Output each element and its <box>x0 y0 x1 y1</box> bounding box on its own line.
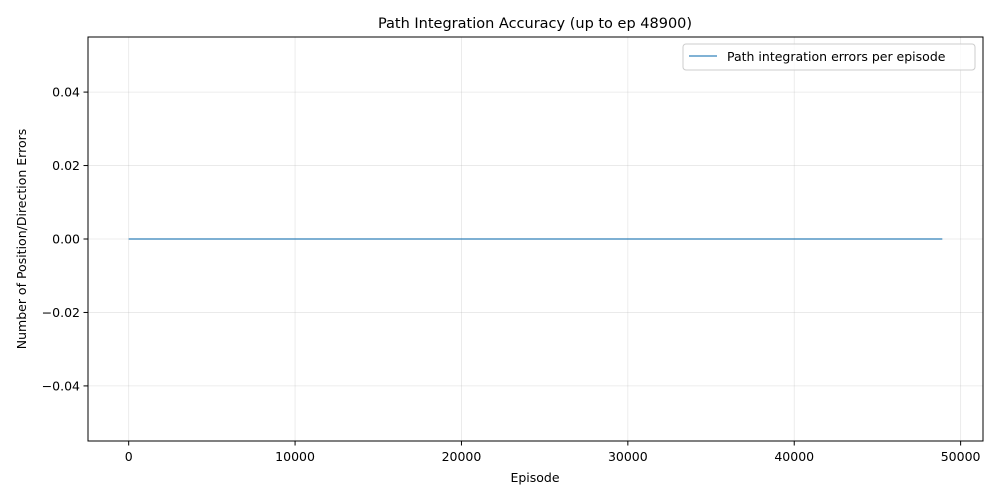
chart-title: Path Integration Accuracy (up to ep 4890… <box>378 16 692 32</box>
x-tick-label: 40000 <box>774 449 814 464</box>
x-tick-label: 20000 <box>442 449 482 464</box>
x-tick-label: 0 <box>125 449 133 464</box>
legend-box <box>682 43 976 71</box>
legend-label: Path integration errors per episode <box>727 49 946 64</box>
x-tick-label: 50000 <box>941 449 981 464</box>
y-axis-label: Number of Position/Direction Errors <box>14 129 29 350</box>
y-tick-label: 0.00 <box>52 232 80 247</box>
legend: Path integration errors per episode <box>682 43 976 71</box>
x-axis-label: Episode <box>510 470 559 485</box>
y-tick-label: 0.02 <box>52 158 80 173</box>
y-axis: −0.04 −0.02 0.00 0.02 0.04 <box>42 85 88 393</box>
y-tick-label: −0.02 <box>42 305 80 320</box>
x-axis: 0 10000 20000 30000 40000 50000 <box>125 441 981 464</box>
y-tick-label: 0.04 <box>52 85 80 100</box>
x-tick-label: 10000 <box>275 449 315 464</box>
y-tick-label: −0.04 <box>42 378 80 393</box>
x-tick-label: 30000 <box>608 449 648 464</box>
